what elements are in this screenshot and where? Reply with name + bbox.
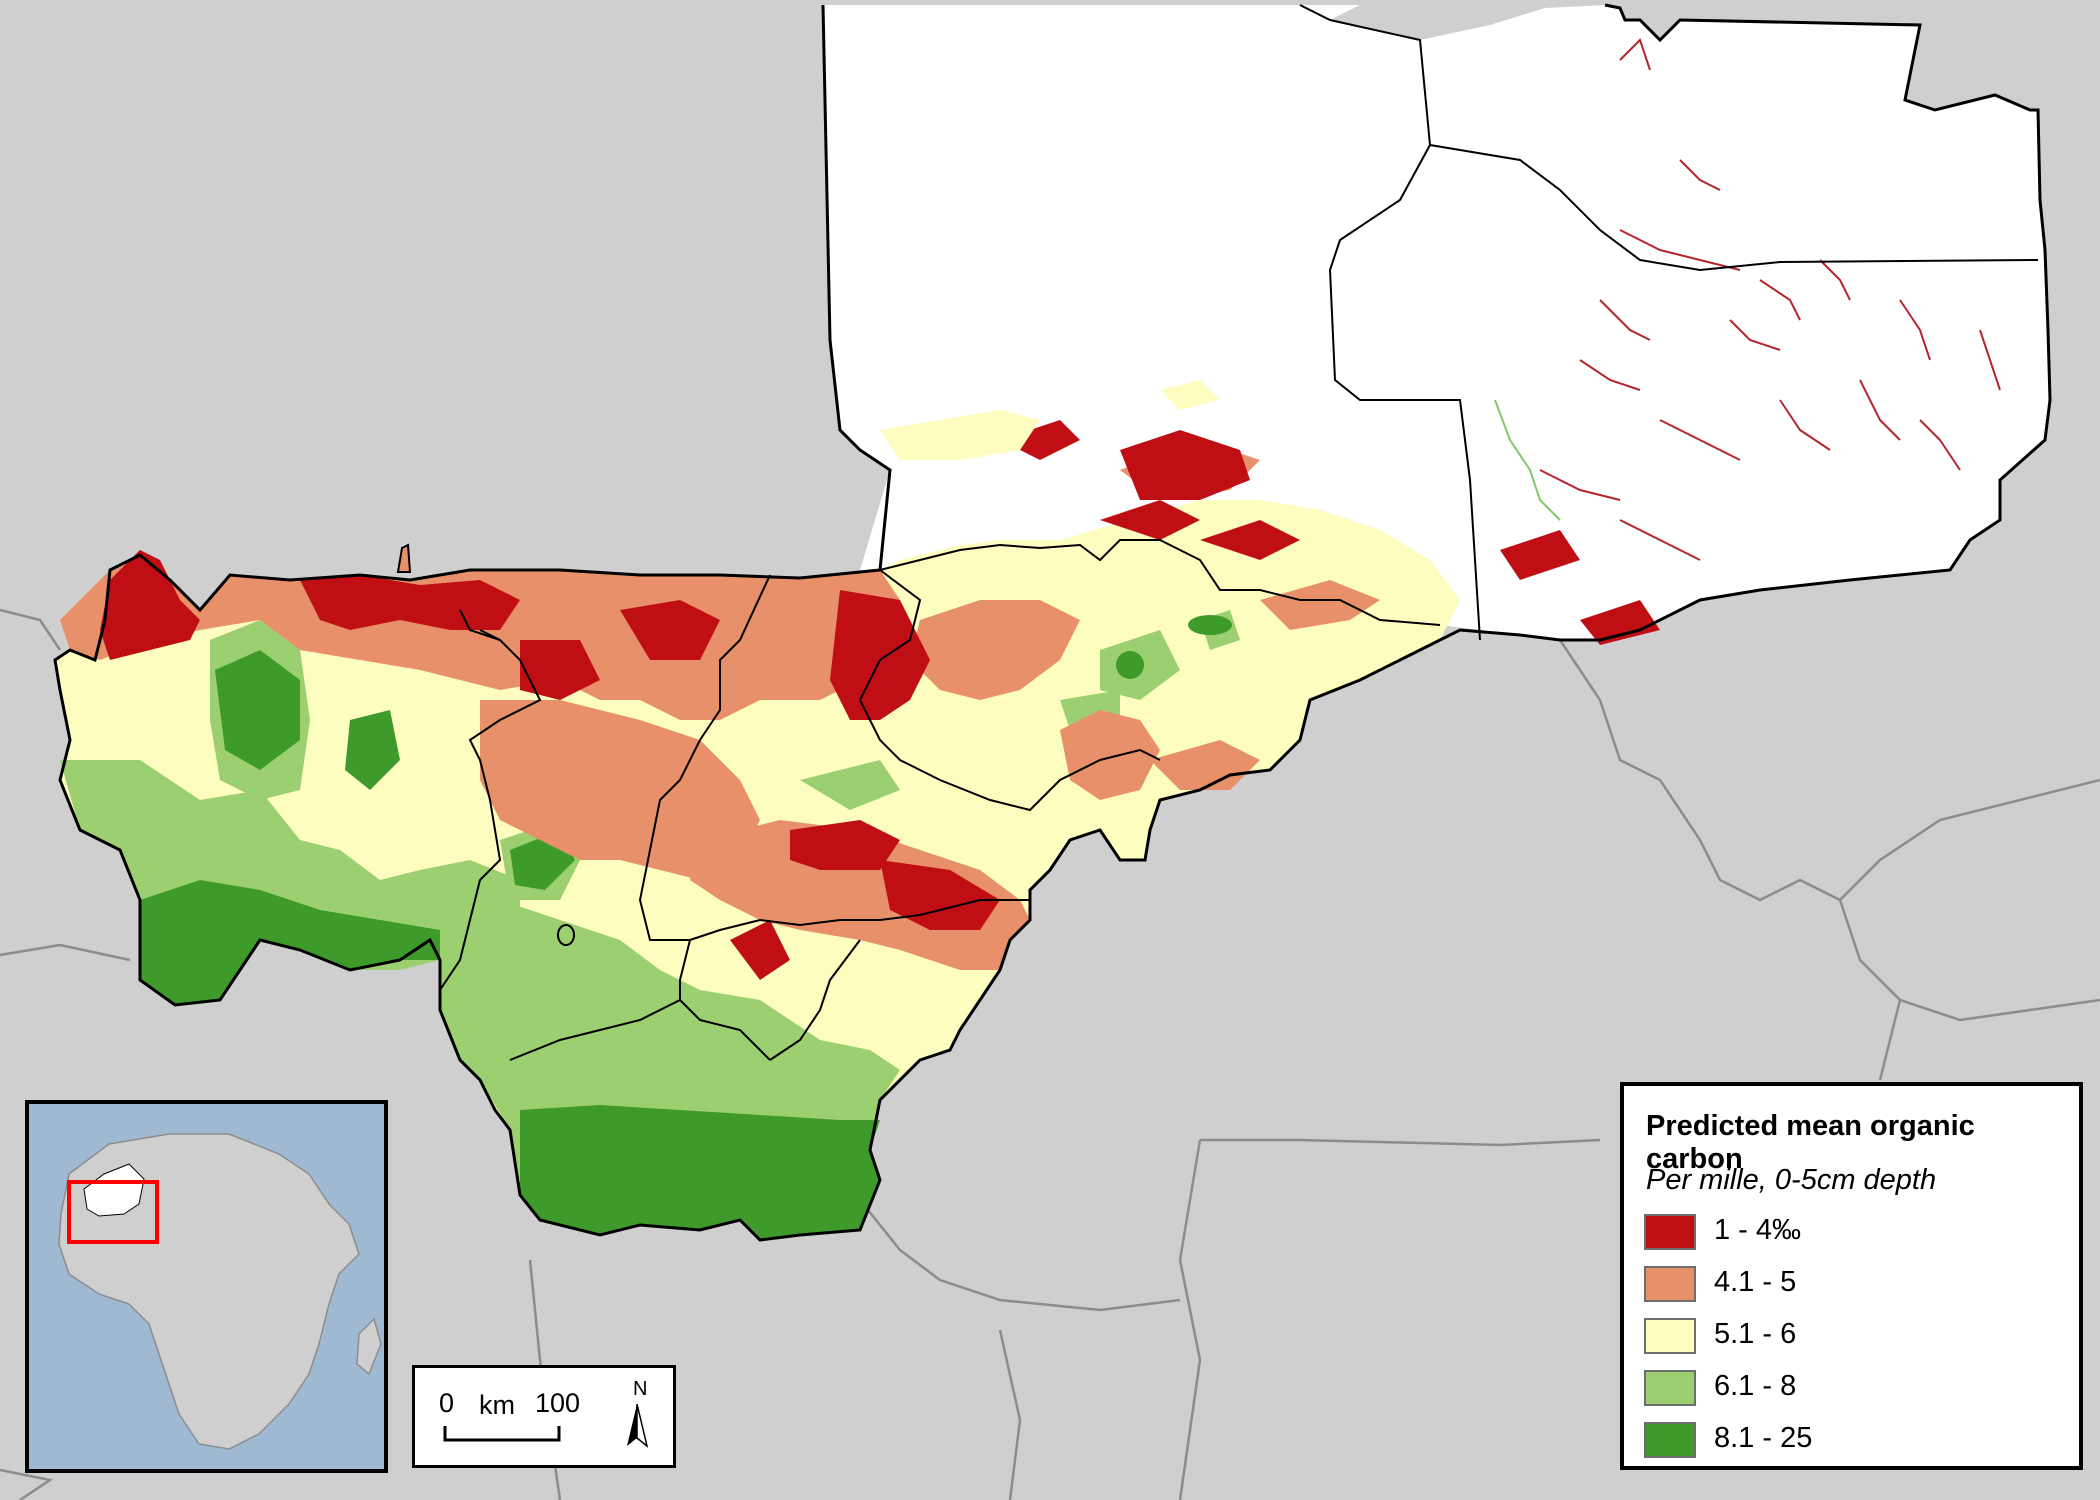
desert-streaks (1539, 38, 2001, 561)
scale-unit-label: km (479, 1390, 515, 1420)
class-yellow-north (880, 380, 1220, 460)
legend-label: 8.1 - 25 (1714, 1422, 1813, 1454)
desert-river (1494, 399, 1561, 521)
north-label: N (633, 1378, 648, 1400)
scale-bar-icon (443, 1426, 561, 1442)
class-green-dark (140, 615, 1232, 1240)
region-boundaries (439, 4, 2039, 1061)
class-red (100, 420, 1660, 980)
legend-swatch (1644, 1214, 1696, 1250)
legend-label: 5.1 - 6 (1714, 1318, 1797, 1350)
map-legend: Predicted mean organic carbon Per mille,… (1620, 1082, 2083, 1470)
inset-locator-map (25, 1100, 388, 1473)
legend-label: 4.1 - 5 (1714, 1266, 1797, 1298)
africa-inset (58, 1133, 382, 1450)
legend-swatch (1644, 1370, 1696, 1406)
legend-swatch (1644, 1422, 1696, 1458)
legend-subtitle: Per mille, 0-5cm depth (1646, 1164, 1937, 1196)
north-arrow-icon (627, 1403, 649, 1448)
country-outline (53, 3, 2052, 1242)
legend-label: 6.1 - 8 (1714, 1370, 1797, 1402)
scale-end-label: 100 (535, 1388, 581, 1418)
map-spike (396, 543, 412, 573)
legend-swatch (1644, 1266, 1696, 1302)
legend-title: Predicted mean organic carbon (1646, 1110, 1975, 1175)
legend-swatch (1644, 1318, 1696, 1354)
class-orange (60, 440, 1380, 970)
scale-start-label: 0 (439, 1388, 455, 1418)
scale-bar-box: 0 km 100 N (412, 1365, 676, 1468)
legend-label: 1 - 4‰ (1714, 1214, 1802, 1246)
